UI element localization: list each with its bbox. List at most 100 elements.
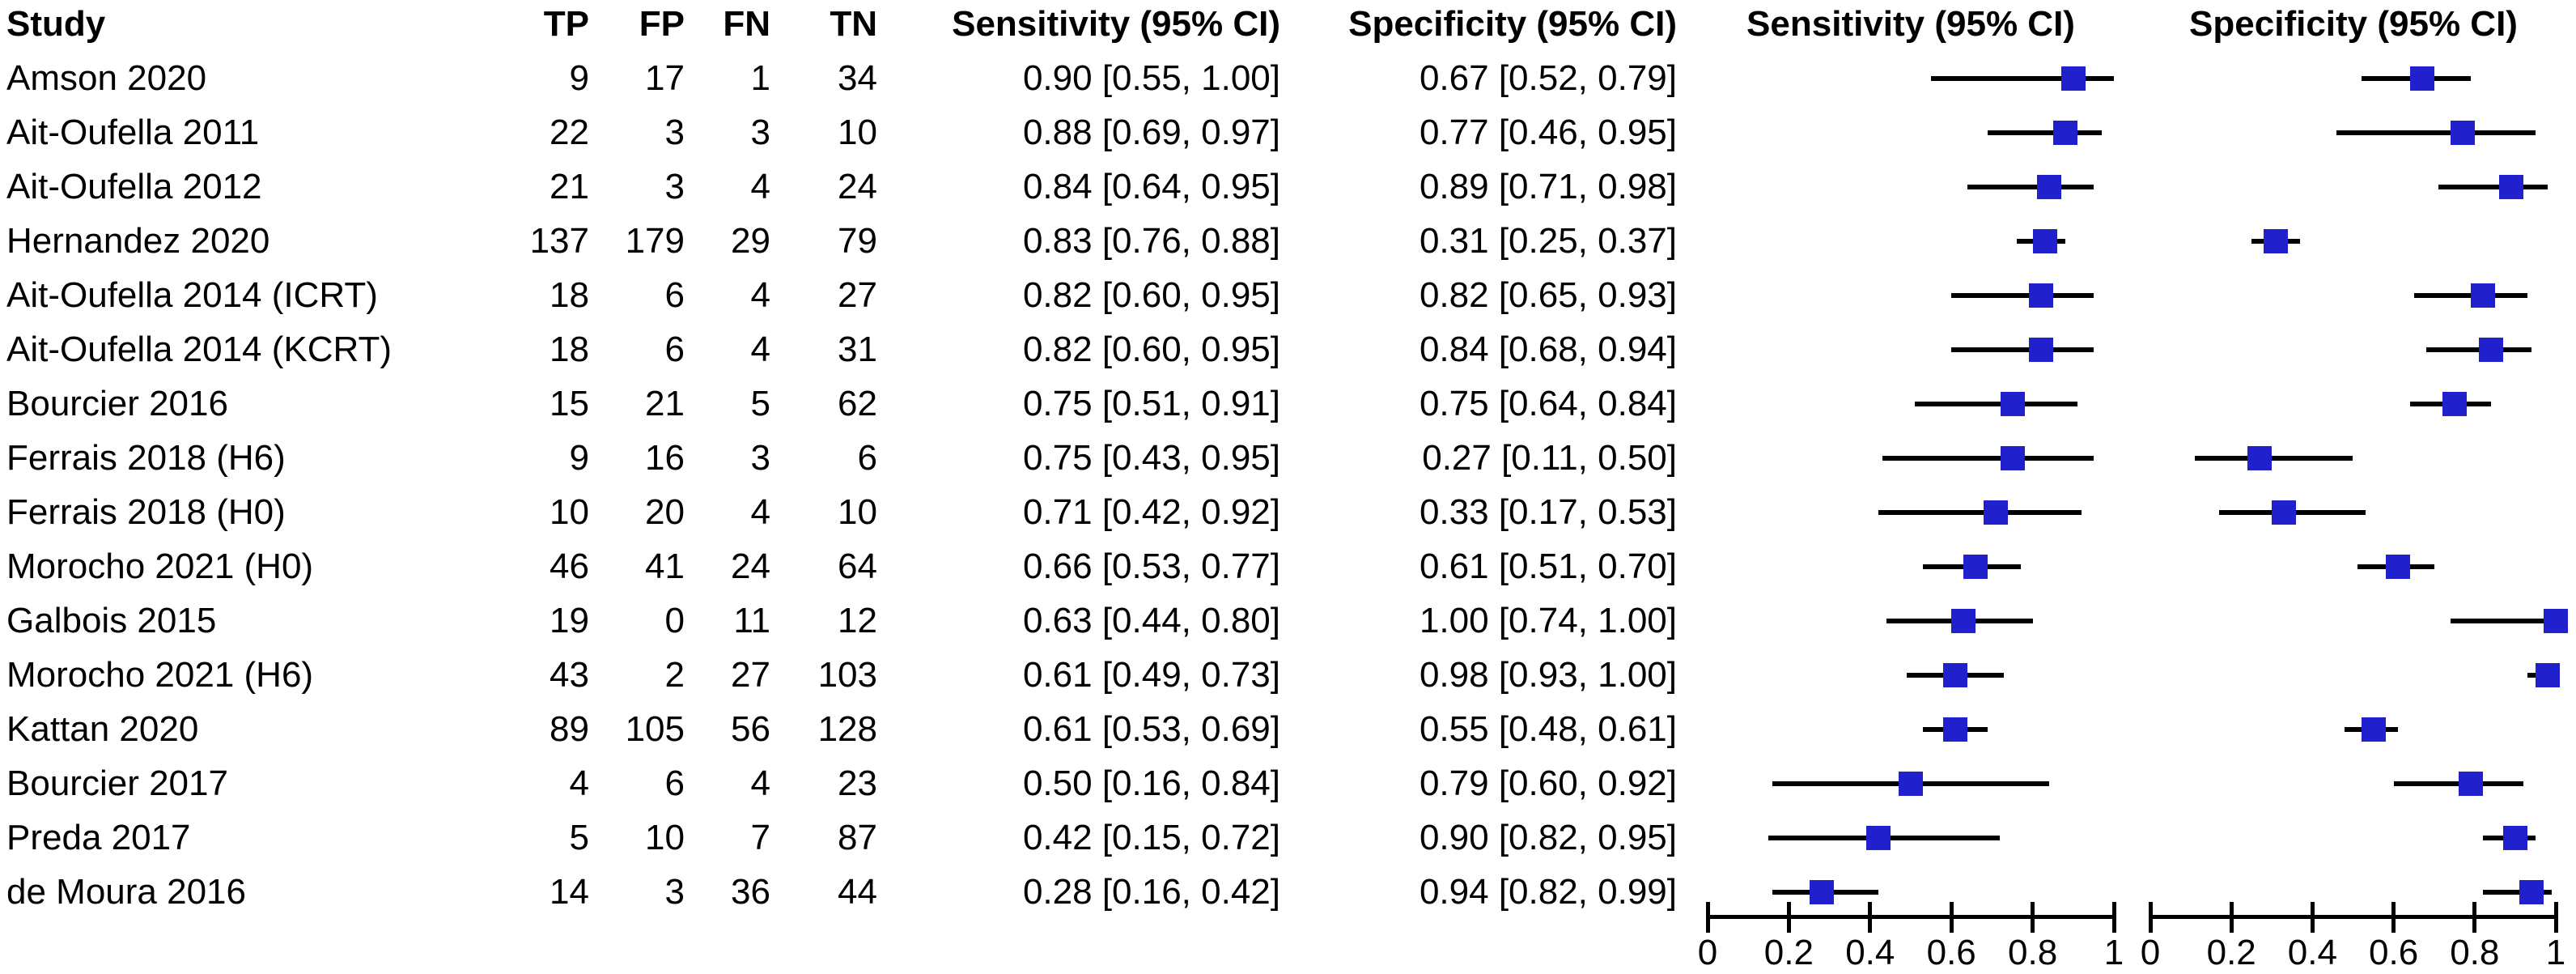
specificity-ci-text: 0.82 [0.65, 0.93]	[1419, 275, 1677, 315]
axis-tick	[2553, 902, 2558, 933]
specificity-point-square	[2385, 555, 2410, 579]
specificity-ci-line	[2425, 347, 2531, 352]
sensitivity-point-square	[2052, 121, 2077, 145]
tn-value: 10	[838, 492, 877, 532]
fp-value: 3	[664, 167, 685, 206]
fn-value: 24	[731, 547, 770, 586]
study-row: Ferrais 2018 (H0) 10 20 4 10 0.71 [0.42,…	[0, 486, 2576, 539]
fp-value: 41	[645, 547, 685, 586]
study-row: Ait-Oufella 2014 (ICRT) 18 6 4 27 0.82 […	[0, 269, 2576, 322]
specificity-point-square	[2264, 229, 2289, 253]
fn-value: 3	[750, 438, 770, 478]
study-name: Galbois 2015	[6, 601, 217, 640]
sensitivity-ci-text: 0.71 [0.42, 0.92]	[1022, 492, 1280, 532]
study-name: Hernandez 2020	[6, 221, 270, 261]
study-name: Ait-Oufella 2012	[6, 167, 262, 206]
specificity-point-square	[2535, 663, 2560, 687]
sensitivity-point-square	[1984, 500, 2009, 525]
axis-tick	[2310, 902, 2315, 933]
column-header-fp: FP	[639, 4, 685, 44]
axis-tick-label: 0.6	[1926, 933, 1976, 972]
tn-value: 87	[838, 818, 877, 857]
axis-tick-label: 1	[2103, 933, 2124, 972]
study-row: Kattan 2020 89 105 56 128 0.61 [0.53, 0.…	[0, 703, 2576, 756]
specificity-ci-line	[2393, 781, 2523, 786]
study-row: Ait-Oufella 2014 (KCRT) 18 6 4 31 0.82 […	[0, 323, 2576, 376]
specificity-ci-line	[2195, 456, 2353, 461]
study-name: de Moura 2016	[6, 872, 246, 912]
specificity-ci-text: 0.77 [0.46, 0.95]	[1419, 113, 1677, 152]
study-row: de Moura 2016 14 3 36 44 0.28 [0.16, 0.4…	[0, 866, 2576, 919]
axis-line-specificity	[2150, 915, 2556, 919]
sensitivity-ci-line	[1915, 402, 2077, 406]
sensitivity-ci-text: 0.88 [0.69, 0.97]	[1022, 113, 1280, 152]
tp-value: 4	[569, 763, 589, 803]
fp-value: 179	[625, 221, 685, 261]
tp-value: 22	[550, 113, 589, 152]
sensitivity-ci-text: 0.82 [0.60, 0.95]	[1022, 330, 1280, 369]
sensitivity-ci-line	[1878, 510, 2082, 515]
axis-tick-label: 0.2	[2206, 933, 2256, 972]
fn-value: 4	[750, 275, 770, 315]
specificity-point-square	[2470, 283, 2495, 308]
sensitivity-ci-text: 0.63 [0.44, 0.80]	[1022, 601, 1280, 640]
study-row: Morocho 2021 (H6) 43 2 27 103 0.61 [0.49…	[0, 649, 2576, 702]
column-header-sensitivity-ci: Sensitivity (95% CI)	[952, 4, 1280, 44]
sensitivity-ci-text: 0.82 [0.60, 0.95]	[1022, 275, 1280, 315]
sensitivity-ci-line	[1988, 130, 2102, 135]
tn-value: 34	[838, 58, 877, 98]
study-name: Amson 2020	[6, 58, 207, 98]
axis-tick	[1949, 902, 1954, 933]
study-row: Ait-Oufella 2012 21 3 4 24 0.84 [0.64, 0…	[0, 160, 2576, 214]
specificity-ci-text: 0.90 [0.82, 0.95]	[1419, 818, 1677, 857]
tp-value: 137	[529, 221, 589, 261]
sensitivity-ci-text: 0.66 [0.53, 0.77]	[1022, 547, 1280, 586]
specificity-point-square	[2409, 66, 2434, 91]
fp-value: 16	[645, 438, 685, 478]
specificity-ci-text: 0.84 [0.68, 0.94]	[1419, 330, 1677, 369]
specificity-ci-line	[2438, 185, 2548, 189]
fn-value: 56	[731, 709, 770, 749]
sensitivity-point-square	[1963, 555, 1988, 579]
column-header-tn: TN	[830, 4, 877, 44]
specificity-ci-text: 0.79 [0.60, 0.92]	[1419, 763, 1677, 803]
study-row: Preda 2017 5 10 7 87 0.42 [0.15, 0.72] 0…	[0, 811, 2576, 865]
tn-value: 23	[838, 763, 877, 803]
tp-value: 19	[550, 601, 589, 640]
study-name: Kattan 2020	[6, 709, 199, 749]
tp-value: 5	[569, 818, 589, 857]
tn-value: 12	[838, 601, 877, 640]
tn-value: 27	[838, 275, 877, 315]
fn-value: 3	[750, 113, 770, 152]
axis-line-sensitivity	[1708, 915, 2114, 919]
column-header-fn: FN	[723, 4, 770, 44]
tp-value: 89	[550, 709, 589, 749]
study-name: Ait-Oufella 2014 (KCRT)	[6, 330, 393, 369]
specificity-point-square	[2458, 772, 2483, 796]
specificity-ci-text: 1.00 [0.74, 1.00]	[1419, 601, 1677, 640]
specificity-point-square	[2478, 338, 2503, 362]
fp-value: 6	[664, 275, 685, 315]
tn-value: 103	[817, 655, 877, 695]
tn-value: 10	[838, 113, 877, 152]
fn-value: 4	[750, 167, 770, 206]
sensitivity-point-square	[2028, 283, 2053, 308]
axis-tick-label: 0	[1697, 933, 1718, 972]
study-row: Ferrais 2018 (H6) 9 16 3 6 0.75 [0.43, 0…	[0, 432, 2576, 485]
fp-value: 6	[664, 763, 685, 803]
sensitivity-ci-line	[1951, 293, 2094, 298]
specificity-point-square	[2498, 175, 2523, 199]
sensitivity-point-square	[1899, 772, 1923, 796]
study-name: Ait-Oufella 2011	[6, 113, 260, 152]
axis-tick-label: 1	[2545, 933, 2566, 972]
tn-value: 31	[838, 330, 877, 369]
sensitivity-point-square	[1865, 826, 1891, 850]
fn-value: 7	[750, 818, 770, 857]
column-header-specificity-ci: Specificity (95% CI)	[1348, 4, 1677, 44]
tp-value: 21	[550, 167, 589, 206]
sensitivity-point-square	[1943, 663, 1968, 687]
specificity-point-square	[2519, 880, 2544, 904]
study-name: Morocho 2021 (H0)	[6, 547, 314, 586]
specificity-point-square	[2442, 392, 2467, 416]
